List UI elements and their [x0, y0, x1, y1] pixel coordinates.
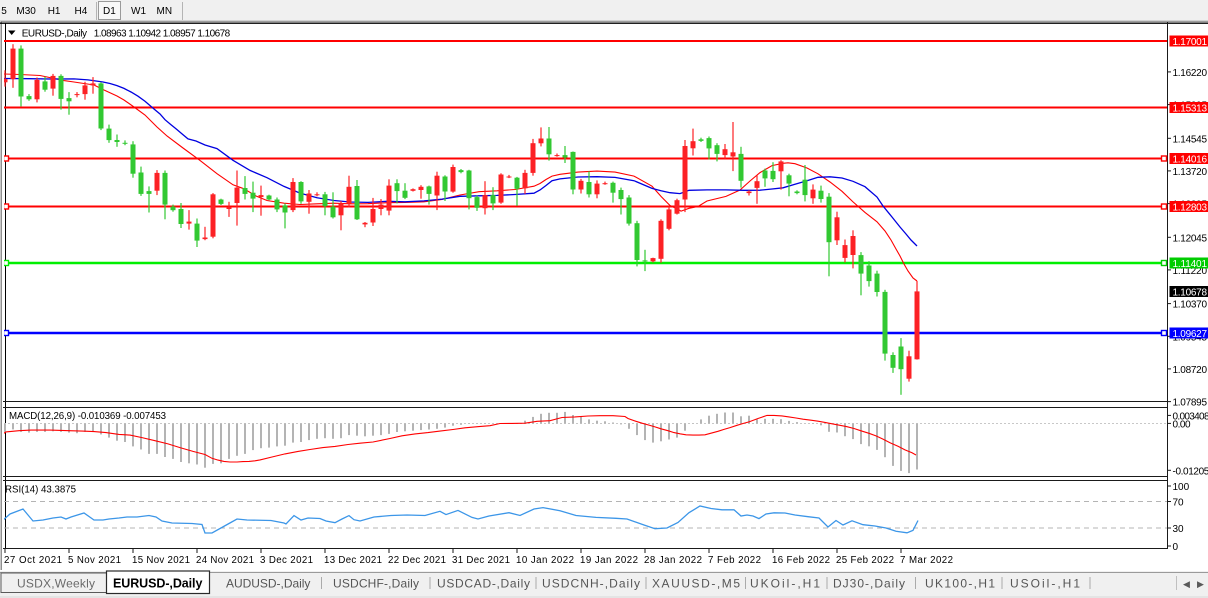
svg-text:0.00: 0.00 [1173, 419, 1191, 430]
svg-text:5: 5 [1, 6, 7, 17]
svg-text:H1: H1 [48, 6, 61, 17]
svg-text:27 Oct 2021: 27 Oct 2021 [4, 555, 62, 566]
svg-text:1.12803: 1.12803 [1173, 203, 1208, 214]
svg-text:MN: MN [157, 6, 173, 17]
svg-text:UK100-,H1: UK100-,H1 [925, 577, 995, 591]
svg-text:1.15313: 1.15313 [1173, 104, 1208, 115]
svg-text:0: 0 [1173, 542, 1179, 553]
svg-text:1.09627: 1.09627 [1173, 329, 1208, 340]
svg-text:70: 70 [1173, 498, 1185, 509]
svg-text:1.16220: 1.16220 [1173, 68, 1208, 79]
svg-text:▶: ▶ [1197, 579, 1204, 589]
svg-text:1.07895: 1.07895 [1173, 398, 1208, 409]
svg-text:1.14545: 1.14545 [1173, 134, 1208, 145]
svg-text:1.08963 1.10942 1.08957 1.1067: 1.08963 1.10942 1.08957 1.10678 [94, 28, 231, 39]
svg-text:1.11401: 1.11401 [1173, 259, 1208, 270]
svg-text:7 Mar 2022: 7 Mar 2022 [900, 555, 953, 566]
svg-text:MACD(12,26,9) -0.010369 -0.007: MACD(12,26,9) -0.010369 -0.007453 [9, 411, 166, 422]
svg-text:USDCNH-,Daily: USDCNH-,Daily [542, 577, 640, 591]
svg-text:31 Dec 2021: 31 Dec 2021 [452, 555, 510, 566]
svg-text:USDCHF-,Daily: USDCHF-,Daily [333, 577, 419, 591]
svg-text:XAUUSD-,M5: XAUUSD-,M5 [652, 577, 740, 591]
svg-text:25 Feb 2022: 25 Feb 2022 [836, 555, 894, 566]
svg-text:30: 30 [1173, 524, 1185, 535]
svg-text:1.10370: 1.10370 [1173, 300, 1208, 311]
svg-text:EURUSD-,Daily: EURUSD-,Daily [113, 577, 202, 591]
svg-text:22 Dec 2021: 22 Dec 2021 [388, 555, 446, 566]
svg-text:10 Jan 2022: 10 Jan 2022 [516, 555, 574, 566]
svg-text:D1: D1 [103, 6, 116, 17]
svg-text:AUDUSD-,Daily: AUDUSD-,Daily [226, 577, 310, 591]
svg-text:DJ30-,Daily: DJ30-,Daily [833, 577, 905, 591]
svg-text:19 Jan 2022: 19 Jan 2022 [580, 555, 638, 566]
svg-text:100: 100 [1173, 482, 1190, 493]
svg-text:28 Jan 2022: 28 Jan 2022 [644, 555, 702, 566]
svg-text:1.11220: 1.11220 [1173, 266, 1208, 277]
svg-text:-0.012054: -0.012054 [1173, 466, 1208, 477]
svg-text:◀: ◀ [1183, 579, 1190, 589]
svg-text:1.08720: 1.08720 [1173, 365, 1208, 376]
svg-text:USDCAD-,Daily: USDCAD-,Daily [437, 577, 530, 591]
svg-text:5 Nov 2021: 5 Nov 2021 [68, 555, 121, 566]
svg-text:1.12045: 1.12045 [1173, 233, 1208, 244]
svg-text:24 Nov 2021: 24 Nov 2021 [196, 555, 254, 566]
svg-text:1.14016: 1.14016 [1173, 155, 1208, 166]
svg-text:0.003408: 0.003408 [1173, 411, 1208, 422]
svg-text:EURUSD-,Daily: EURUSD-,Daily [22, 28, 87, 39]
svg-text:13 Dec 2021: 13 Dec 2021 [324, 555, 382, 566]
svg-text:W1: W1 [131, 6, 146, 17]
svg-text:3 Dec 2021: 3 Dec 2021 [260, 555, 313, 566]
svg-text:H4: H4 [75, 6, 88, 17]
svg-text:1.10678: 1.10678 [1173, 288, 1208, 299]
svg-text:USDX,Weekly: USDX,Weekly [17, 577, 95, 591]
svg-text:16 Feb 2022: 16 Feb 2022 [772, 555, 830, 566]
svg-text:1.17001: 1.17001 [1173, 37, 1208, 48]
svg-text:1.13720: 1.13720 [1173, 167, 1208, 178]
svg-text:15 Nov 2021: 15 Nov 2021 [132, 555, 190, 566]
svg-text:7 Feb 2022: 7 Feb 2022 [708, 555, 761, 566]
svg-text:RSI(14) 43.3875: RSI(14) 43.3875 [5, 485, 76, 496]
svg-text:M30: M30 [16, 6, 36, 17]
